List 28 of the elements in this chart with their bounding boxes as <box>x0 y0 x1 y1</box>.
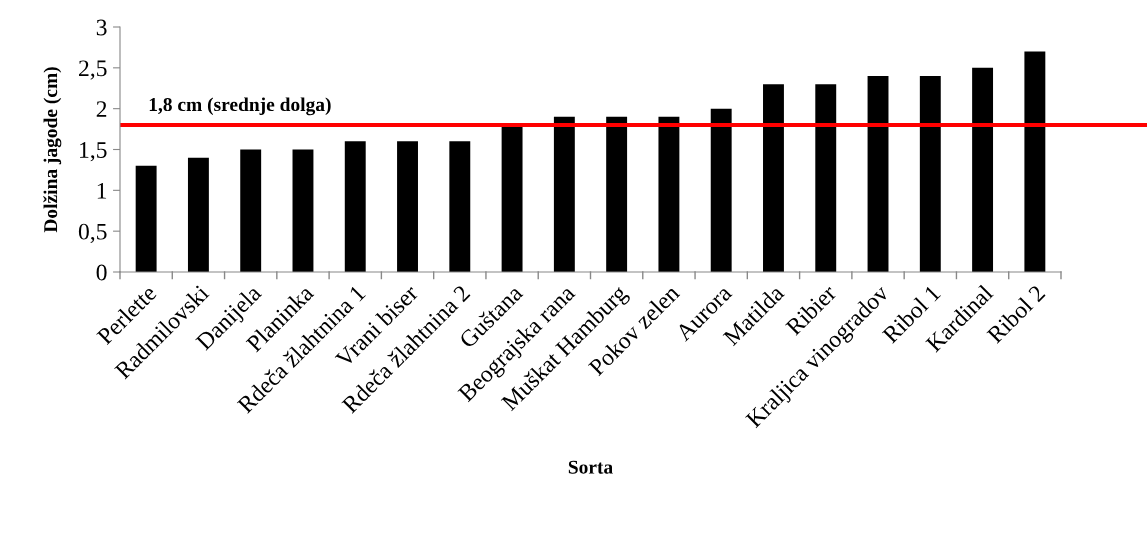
bar <box>240 149 262 272</box>
y-tick-label: 0 <box>96 264 107 281</box>
bar <box>919 76 941 272</box>
bar <box>187 157 209 272</box>
bar <box>710 108 732 272</box>
bar <box>292 149 314 272</box>
y-axis-title: Dolžina jagode (cm) <box>43 67 62 233</box>
y-tick-label: 1 <box>97 182 107 199</box>
y-tick-label: 3 <box>96 19 107 36</box>
bar <box>972 67 994 272</box>
bar <box>501 125 523 272</box>
ref-line-label: 1,8 cm (srednje dolga) <box>149 97 331 116</box>
x-axis-title: Sorta <box>568 460 613 474</box>
bar <box>658 116 680 272</box>
y-tick-label: 1,5 <box>80 142 107 162</box>
bar <box>449 141 471 272</box>
bar <box>763 84 784 272</box>
y-tick-label: 2,5 <box>79 60 107 80</box>
bar <box>867 76 889 272</box>
bar <box>135 165 157 272</box>
bar <box>553 116 575 272</box>
bar <box>606 116 628 272</box>
y-tick-label: 2 <box>96 101 107 117</box>
bar <box>344 141 366 272</box>
bar <box>397 141 418 272</box>
bar <box>1024 51 1046 272</box>
bar <box>815 84 837 272</box>
y-tick-label: 0,5 <box>78 223 107 243</box>
